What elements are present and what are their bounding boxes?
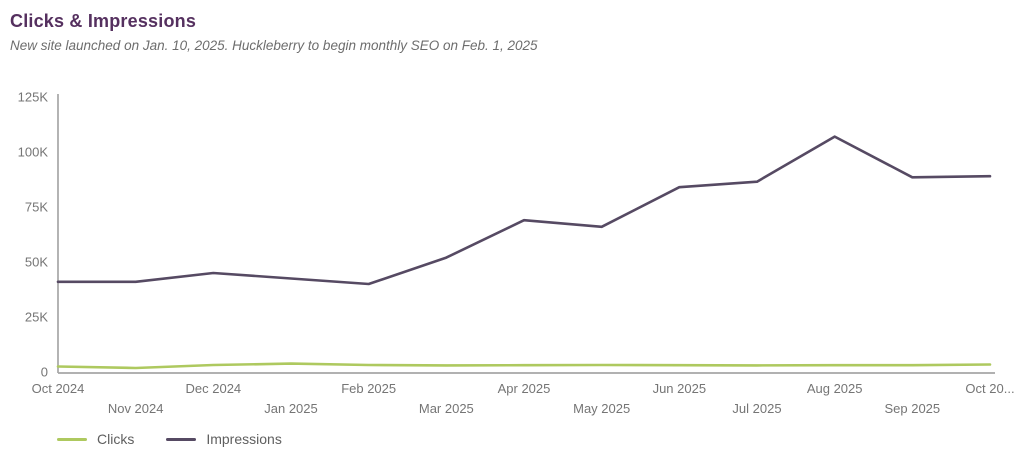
y-axis-tick-label: 0 — [41, 365, 48, 380]
chart-legend: Clicks Impressions — [57, 431, 282, 447]
legend-item-impressions[interactable]: Impressions — [166, 431, 282, 447]
y-axis-tick-label: 25K — [25, 310, 48, 325]
impressions-series-line[interactable] — [56, 135, 992, 286]
legend-label-clicks: Clicks — [97, 431, 135, 447]
y-axis-tick-label: 125K — [18, 90, 49, 105]
legend-item-clicks[interactable]: Clicks — [57, 431, 134, 447]
x-axis-tick-label: Feb 2025 — [341, 381, 396, 396]
x-axis-tick-label: Dec 2024 — [186, 381, 242, 396]
clicks-series-line[interactable] — [56, 362, 992, 370]
x-axis-tick-label: Mar 2025 — [419, 401, 474, 416]
y-axis-tick-label: 75K — [25, 200, 48, 215]
x-axis-tick-label: Apr 2025 — [498, 381, 551, 396]
x-axis-tick-label: Nov 2024 — [108, 401, 164, 416]
legend-label-impressions: Impressions — [206, 431, 282, 447]
impressions-line-swatch — [166, 437, 197, 441]
x-axis-tick-label: Aug 2025 — [807, 381, 863, 396]
x-axis-tick-label: Oct 20... — [965, 381, 1014, 396]
chart-title: Clicks & Impressions — [10, 11, 197, 31]
x-axis-tick-label: Jun 2025 — [653, 381, 707, 396]
chart-subtitle: New site launched on Jan. 10, 2025. Huck… — [10, 38, 538, 53]
x-axis-tick-label: Oct 2024 — [32, 381, 85, 396]
clicks-line-swatch — [57, 437, 87, 441]
x-axis-tick-label: Jan 2025 — [264, 401, 318, 416]
x-axis-tick-label: Jul 2025 — [732, 401, 781, 416]
y-axis-tick-label: 100K — [18, 145, 49, 160]
x-axis-tick-label: Sep 2025 — [884, 401, 940, 416]
y-axis-tick-label: 50K — [25, 255, 48, 270]
x-axis-tick-label: May 2025 — [573, 401, 630, 416]
